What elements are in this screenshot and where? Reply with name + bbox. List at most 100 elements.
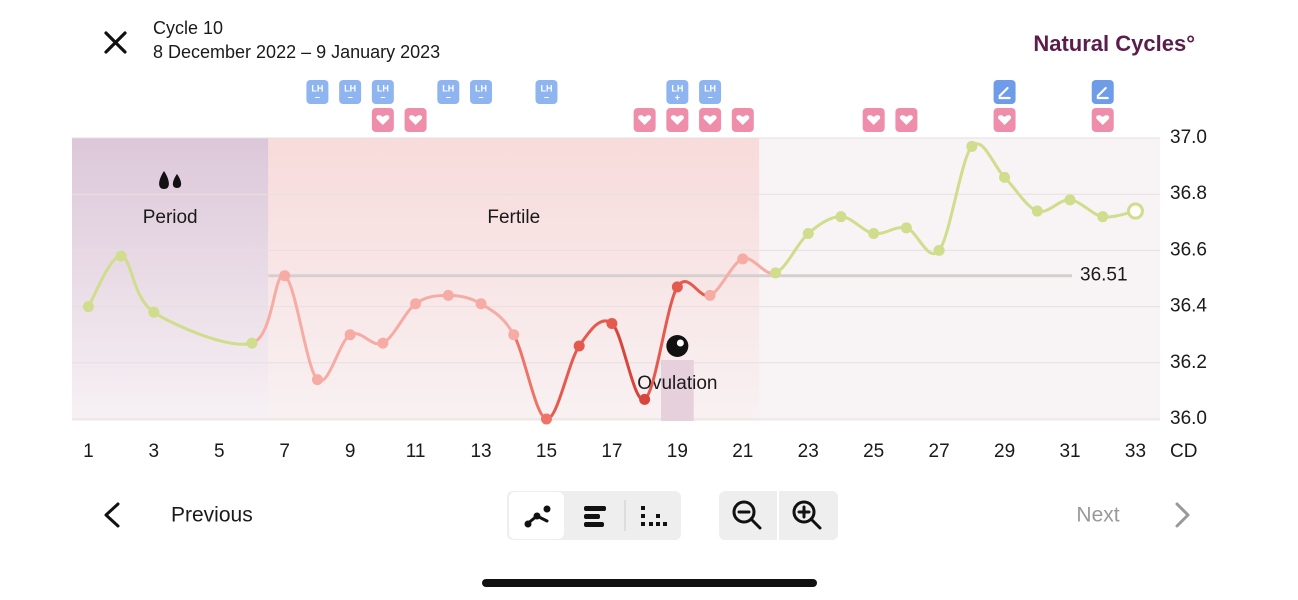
view-toggle bbox=[507, 491, 681, 540]
temperature-point bbox=[1031, 205, 1043, 217]
intercourse-icon bbox=[699, 108, 722, 132]
ovulation-label: Ovulation bbox=[637, 373, 717, 394]
lh-badge bbox=[470, 80, 493, 104]
lh-result: − bbox=[348, 92, 353, 102]
temperature-point bbox=[1126, 202, 1144, 220]
home-indicator bbox=[482, 579, 817, 587]
lh-badge bbox=[339, 80, 362, 104]
heart bbox=[703, 115, 717, 125]
lh-label: LH bbox=[540, 83, 552, 93]
ovulation-band bbox=[660, 360, 694, 421]
lh-test-icon: LH− bbox=[306, 80, 329, 104]
intercourse-icon bbox=[993, 108, 1016, 132]
cycle-dates: 8 December 2022 – 9 January 2023 bbox=[153, 42, 440, 62]
x-tick-label: 25 bbox=[863, 441, 884, 462]
temperature-line-segment bbox=[283, 274, 319, 381]
x-tick-label: 5 bbox=[214, 441, 225, 462]
temperature-point bbox=[148, 306, 160, 318]
zoom-out-button[interactable] bbox=[732, 500, 762, 530]
x-tick-label: 27 bbox=[929, 441, 950, 462]
heart bbox=[670, 115, 684, 125]
temperature-point bbox=[639, 393, 651, 405]
pencil bbox=[1096, 86, 1109, 100]
x-tick-label: 17 bbox=[601, 441, 622, 462]
zone-label: Fertile bbox=[487, 207, 540, 228]
intercourse-icon bbox=[371, 108, 394, 132]
period-icon bbox=[159, 171, 182, 189]
temperature-point bbox=[704, 289, 716, 301]
temperature-point bbox=[999, 171, 1011, 183]
temperature-point bbox=[802, 228, 814, 240]
x-tick-label: 19 bbox=[667, 441, 688, 462]
temperature-point bbox=[933, 244, 945, 256]
lh-badge bbox=[371, 80, 394, 104]
zoom-controls bbox=[719, 491, 838, 540]
y-tick-label: 36.6 bbox=[1170, 239, 1207, 260]
previous-button[interactable]: Previous bbox=[104, 502, 253, 528]
pencil bbox=[998, 86, 1011, 100]
temperature-point bbox=[737, 253, 749, 265]
y-tick-label: 36.4 bbox=[1170, 296, 1207, 317]
curve-view-button[interactable] bbox=[509, 492, 564, 539]
y-tick-label: 36.8 bbox=[1170, 183, 1207, 204]
temperature-point bbox=[115, 250, 127, 262]
x-tick-label: 13 bbox=[470, 441, 491, 462]
lh-label: LH bbox=[671, 83, 683, 93]
temperature-point bbox=[475, 298, 487, 310]
heart bbox=[867, 115, 881, 125]
x-tick-label: 23 bbox=[798, 441, 819, 462]
x-tick-label: 29 bbox=[994, 441, 1015, 462]
temperature-line-segment bbox=[937, 145, 974, 252]
heart bbox=[899, 115, 913, 125]
x-tick-label: 1 bbox=[83, 441, 94, 462]
lh-label: LH bbox=[344, 83, 356, 93]
previous-label: Previous bbox=[171, 504, 253, 527]
note-icon bbox=[1091, 80, 1114, 104]
temperature-point bbox=[966, 140, 978, 152]
y-tick-label: 36.2 bbox=[1170, 352, 1207, 373]
x-tick-label: 31 bbox=[1059, 441, 1080, 462]
lh-badge bbox=[666, 80, 689, 104]
heart bbox=[638, 115, 652, 125]
bar-view-button[interactable] bbox=[584, 506, 606, 527]
lh-result: − bbox=[707, 92, 712, 102]
temperature-point bbox=[573, 340, 585, 352]
intercourse-icon bbox=[895, 108, 918, 132]
temperature-point bbox=[82, 301, 94, 313]
x-tick-label: 21 bbox=[732, 441, 753, 462]
temperature-point bbox=[377, 337, 389, 349]
cover-line-label: 36.51 bbox=[1080, 265, 1128, 286]
lh-badge bbox=[699, 80, 722, 104]
x-tick-label: 33 bbox=[1125, 441, 1146, 462]
dot-view-button[interactable] bbox=[641, 506, 667, 526]
next-label: Next bbox=[1076, 504, 1119, 527]
temperature-point bbox=[344, 329, 356, 341]
x-tick-label: 15 bbox=[536, 441, 557, 462]
temperature-point bbox=[540, 413, 552, 425]
temperature-line-segment bbox=[152, 310, 253, 346]
zoom-in-button[interactable] bbox=[792, 500, 822, 530]
drop bbox=[159, 171, 169, 189]
lh-result: + bbox=[675, 92, 680, 102]
x-tick-label: 11 bbox=[406, 441, 426, 462]
temperature-point bbox=[835, 211, 847, 223]
lh-test-icon: LH− bbox=[437, 80, 460, 104]
temperature-point bbox=[311, 374, 323, 386]
lh-result: − bbox=[380, 92, 385, 102]
intercourse-icon bbox=[731, 108, 754, 132]
heart bbox=[376, 115, 390, 125]
drop bbox=[172, 174, 182, 188]
next-button[interactable]: Next bbox=[1076, 502, 1190, 528]
temperature-point bbox=[246, 337, 258, 349]
heart bbox=[1096, 115, 1110, 125]
x-tick-label: 7 bbox=[279, 441, 290, 462]
lh-label: LH bbox=[475, 83, 487, 93]
close-button[interactable] bbox=[104, 31, 127, 54]
intercourse-icon bbox=[1091, 108, 1114, 132]
brand-logo: Natural Cycles° bbox=[1033, 31, 1195, 56]
temperature-point bbox=[1097, 211, 1109, 223]
temperature-point bbox=[868, 228, 880, 240]
x-tick-label: 9 bbox=[345, 441, 356, 462]
temperature-point bbox=[900, 222, 912, 234]
